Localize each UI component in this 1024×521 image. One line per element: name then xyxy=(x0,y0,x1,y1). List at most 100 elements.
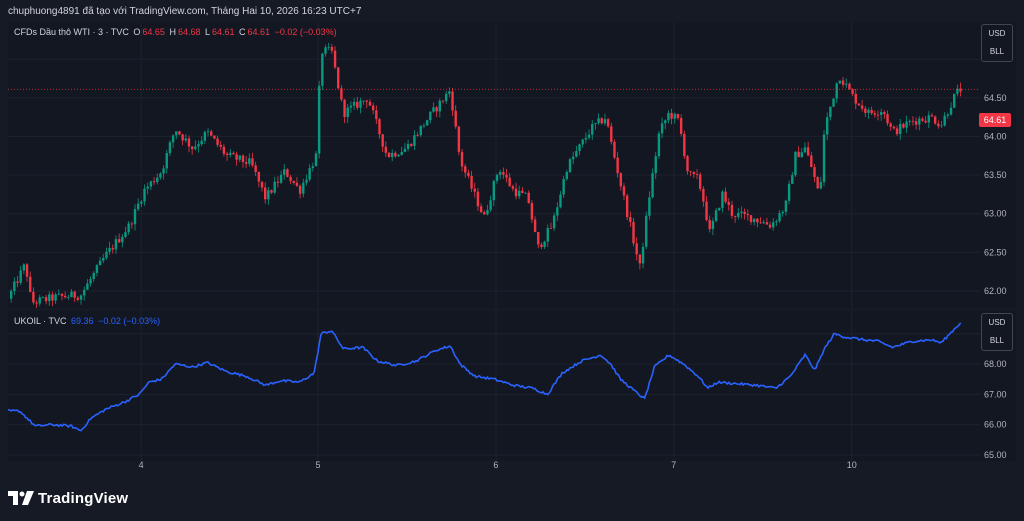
candle xyxy=(19,265,22,285)
candle xyxy=(311,162,315,172)
candle xyxy=(810,151,813,168)
wti-unit-selector[interactable]: USD BLL xyxy=(981,24,1013,62)
candle xyxy=(327,42,330,51)
candle xyxy=(438,98,442,118)
candle xyxy=(60,293,64,301)
candle xyxy=(165,149,168,174)
candle xyxy=(51,291,54,307)
candle xyxy=(248,153,251,167)
candle xyxy=(540,242,543,250)
candle xyxy=(953,93,956,108)
candle xyxy=(197,140,200,153)
candle xyxy=(444,90,448,104)
candle xyxy=(686,154,689,175)
candle xyxy=(895,125,899,136)
candle xyxy=(365,99,368,108)
candle xyxy=(625,193,629,221)
candle xyxy=(838,80,842,84)
candle xyxy=(254,161,257,176)
wti-legend: CFDs Dầu thô WTI · 3 · TVC O 64.65 H 64.68… xyxy=(14,27,339,37)
candle xyxy=(584,132,588,144)
wti-tick-label: 63.50 xyxy=(984,170,1007,180)
candle xyxy=(397,153,400,157)
candle xyxy=(765,217,769,225)
candle xyxy=(76,295,80,302)
candle xyxy=(692,171,696,178)
candle xyxy=(603,113,607,126)
tradingview-logo-icon[interactable] xyxy=(8,491,34,505)
candle xyxy=(48,291,51,306)
candle xyxy=(806,141,810,157)
candle xyxy=(622,183,626,201)
candle xyxy=(787,180,791,205)
candle xyxy=(889,122,892,131)
candle xyxy=(711,217,715,236)
candle xyxy=(587,129,591,140)
ukoil-unit-selector[interactable]: USD BLL xyxy=(981,313,1013,351)
candle xyxy=(565,169,569,181)
candle xyxy=(22,263,26,275)
candle xyxy=(752,218,756,226)
candle xyxy=(454,105,457,129)
candle xyxy=(914,117,918,130)
candle xyxy=(533,216,537,233)
candle xyxy=(41,296,45,299)
candle xyxy=(816,176,819,189)
candle xyxy=(616,151,619,178)
candle xyxy=(143,184,146,206)
time-axis[interactable]: 4 5 6 7 10 xyxy=(8,455,980,475)
candle xyxy=(162,165,165,180)
candle xyxy=(495,173,499,184)
ukoil-symbol[interactable]: UKOIL · TVC xyxy=(14,316,67,326)
candle xyxy=(651,168,654,199)
wti-tick-label: 63.00 xyxy=(984,209,1007,219)
ukoil-line-chart[interactable] xyxy=(8,311,980,461)
ukoil-change: −0.02 (−0.03%) xyxy=(98,316,161,326)
candle xyxy=(645,211,648,250)
wti-candlestick-chart[interactable] xyxy=(8,22,980,308)
candle xyxy=(241,154,245,168)
candle xyxy=(464,163,467,178)
candle xyxy=(200,136,203,147)
candle xyxy=(251,152,254,168)
candle xyxy=(714,207,718,223)
candle xyxy=(273,176,276,195)
candle xyxy=(79,294,83,305)
candle xyxy=(168,140,172,157)
brand-name[interactable]: TradingView xyxy=(38,489,129,507)
candle xyxy=(127,221,130,235)
candle xyxy=(698,172,702,192)
candle xyxy=(467,169,470,179)
wti-price-pane[interactable]: CFDs Dầu thô WTI · 3 · TVC O 64.65 H 64.68… xyxy=(8,22,980,308)
candle xyxy=(476,187,480,211)
candle xyxy=(619,172,623,191)
candle xyxy=(530,200,534,224)
candle xyxy=(422,123,426,129)
candle xyxy=(851,88,854,96)
ukoil-pane[interactable]: UKOIL · TVC 69.36 −0.02 (−0.03%) xyxy=(8,311,980,461)
wti-symbol[interactable]: CFDs Dầu thô WTI · 3 · TVC xyxy=(14,27,129,37)
candle xyxy=(457,125,461,156)
candle xyxy=(822,130,826,187)
candle xyxy=(70,288,73,298)
candle xyxy=(521,187,524,194)
candle xyxy=(178,130,181,136)
candle xyxy=(813,163,816,183)
candle xyxy=(937,120,940,129)
candle xyxy=(317,80,321,159)
candle xyxy=(308,164,311,182)
candle xyxy=(648,191,651,220)
candle xyxy=(13,277,16,296)
candle xyxy=(302,178,305,198)
wti-tick-label: 64.50 xyxy=(984,93,1007,103)
candle xyxy=(676,113,680,120)
candle xyxy=(762,219,765,225)
candle xyxy=(899,119,902,140)
candle xyxy=(772,218,775,231)
candle xyxy=(845,78,848,88)
candle xyxy=(705,195,708,222)
candle xyxy=(505,168,508,183)
candle xyxy=(406,139,410,152)
